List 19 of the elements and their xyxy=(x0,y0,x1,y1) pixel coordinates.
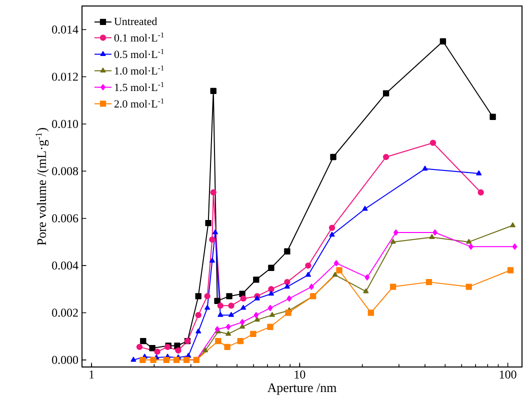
legend-label: 1.0 mol·L$^{-1}$ xyxy=(114,65,164,75)
y-tick-label: 0.006 xyxy=(52,214,78,222)
x-tick-label: 10 xyxy=(294,370,306,379)
y-tick-label: 0.004 xyxy=(52,261,78,270)
legend-label: 2.0 mol·L$^{-1}$ xyxy=(114,98,164,108)
legend-label: Untreated xyxy=(114,17,158,26)
y-tick-label: 0.010 xyxy=(52,120,78,128)
x-axis-title: Aperture /nm xyxy=(267,383,336,395)
y-tick-label: 0.014 xyxy=(52,26,78,34)
x-tick-label: 100 xyxy=(500,370,516,379)
y-tick-label: 0.012 xyxy=(52,72,78,81)
legend-label: 0.1 mol·L$^{-1}$ xyxy=(114,32,164,42)
y-tick-label: 0.000 xyxy=(52,356,78,364)
legend-label: 1.5 mol·L$^{-1}$ xyxy=(114,82,164,92)
legend-label: 0.5 mol·L$^{-1}$ xyxy=(114,48,164,58)
x-tick-label: 1 xyxy=(90,370,94,378)
y-tick-label: 0.002 xyxy=(52,308,78,317)
y-tick-label: 0.008 xyxy=(52,167,78,176)
y-axis-title: Pore volume /(mL·g$^{-1}$) xyxy=(36,128,49,246)
